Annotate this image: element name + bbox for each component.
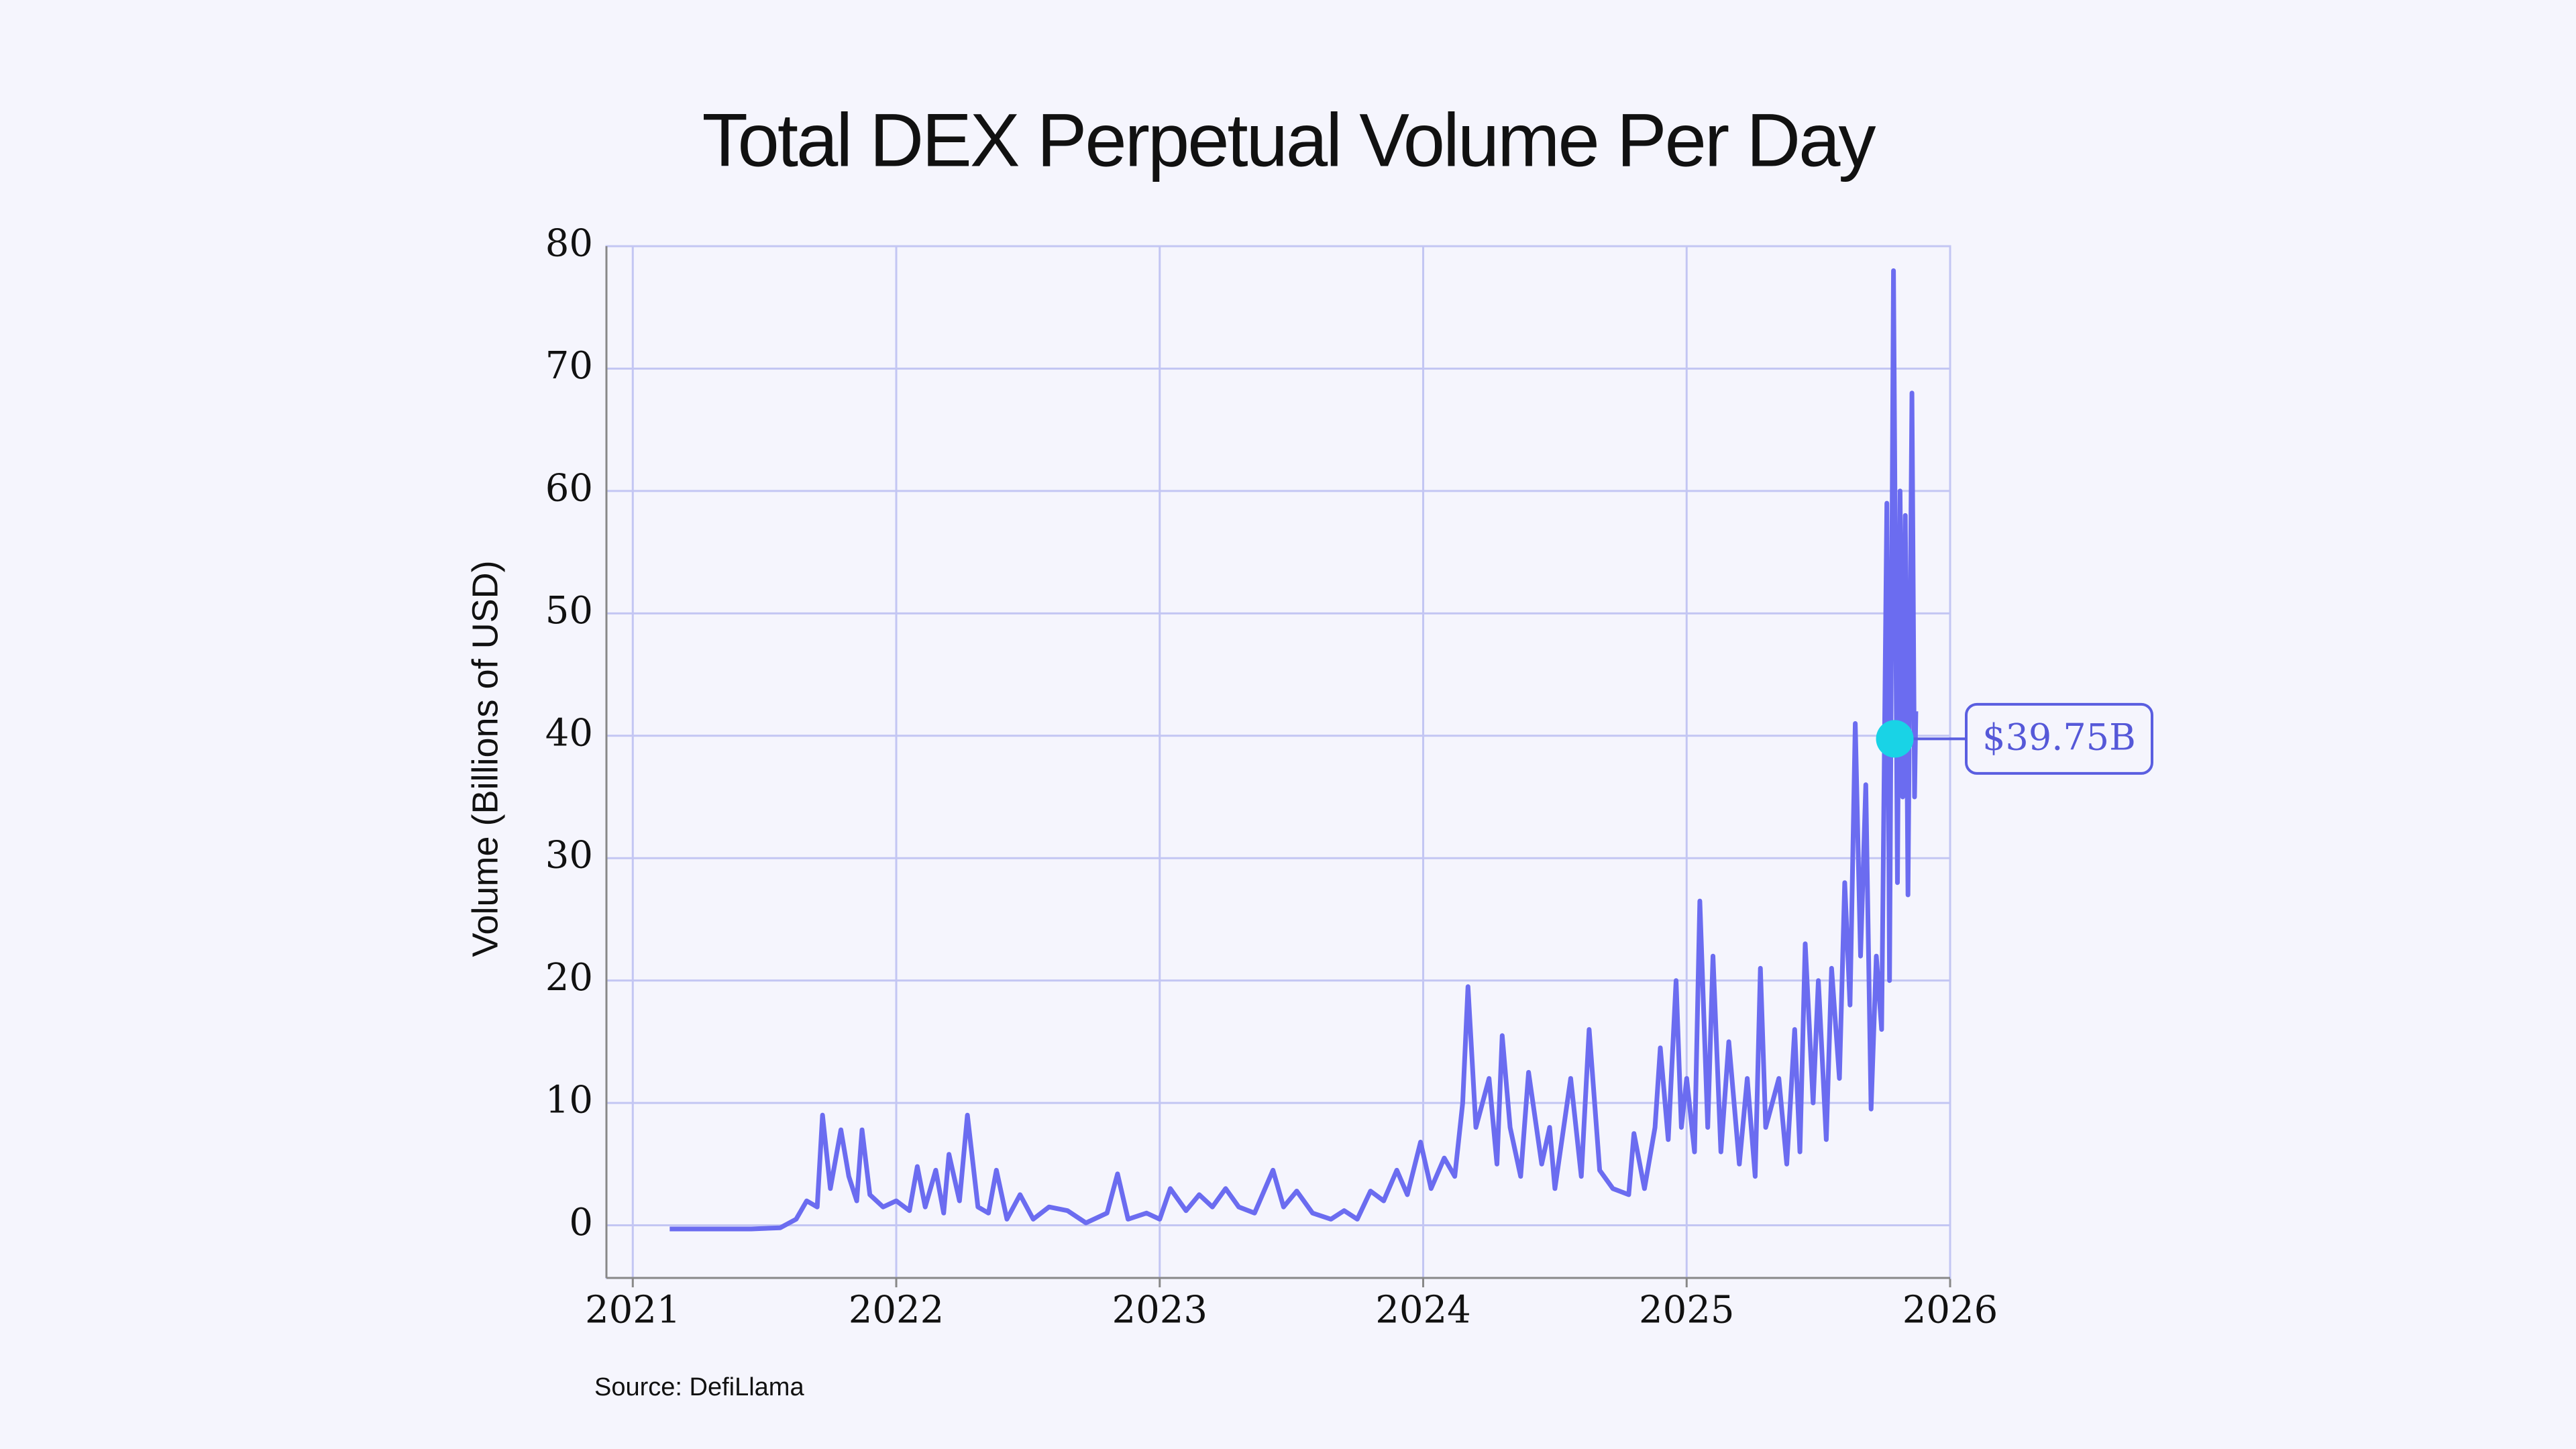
y-tick-label: 80 — [545, 222, 593, 266]
y-tick-label: 40 — [545, 711, 593, 755]
chart-title: Total DEX Perpetual Volume Per Day — [702, 99, 1876, 182]
x-tick-label: 2023 — [1112, 1289, 1208, 1332]
source-note: Source: DefiLlama — [594, 1373, 804, 1401]
y-tick-label: 70 — [545, 344, 593, 388]
x-tick-label: 2026 — [1902, 1289, 1998, 1332]
x-tick-label: 2021 — [585, 1289, 681, 1332]
x-tick-label: 2022 — [849, 1289, 945, 1332]
annotation-label: $39.75B — [1982, 716, 2136, 758]
volume-line — [669, 268, 1919, 1232]
y-tick-label: 60 — [545, 466, 593, 510]
y-tick-label: 20 — [545, 956, 593, 1000]
y-tick-label: 10 — [545, 1079, 593, 1122]
annotation-point — [1876, 720, 1914, 758]
y-tick-label: 30 — [545, 834, 593, 877]
y-axis-label: Volume (Billions of USD) — [465, 560, 505, 957]
x-tick-label: 2025 — [1639, 1289, 1735, 1332]
y-tick-label: 50 — [545, 589, 593, 633]
annotation-box — [1965, 702, 2153, 775]
y-tick-label: 0 — [569, 1201, 593, 1244]
x-tick-label: 2024 — [1375, 1289, 1471, 1332]
